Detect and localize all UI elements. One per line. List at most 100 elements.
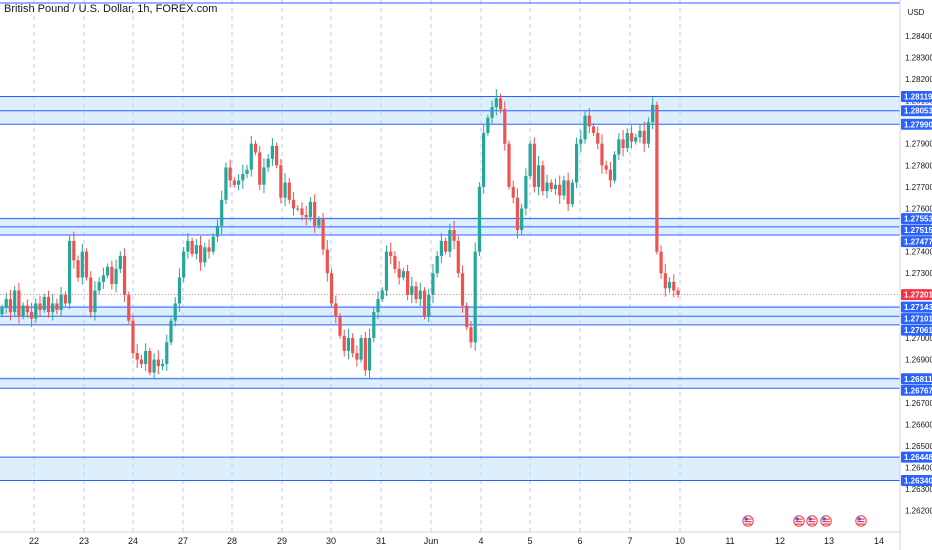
candle-body [600, 143, 604, 166]
candle-body [241, 173, 245, 181]
sr-zone [0, 456, 900, 481]
candle-body [604, 165, 608, 170]
us-flag-icon[interactable] [820, 515, 832, 527]
level-label-bg [901, 301, 932, 313]
level-label: 1.26811 [904, 375, 932, 384]
candle-body [422, 290, 427, 317]
candle-body [380, 290, 384, 300]
candle-body [300, 208, 304, 215]
level-label-bg [901, 90, 932, 102]
level-label: 1.26340 [904, 476, 932, 485]
level-label: 1.27143 [904, 303, 932, 312]
candle-body [139, 359, 144, 364]
candle-body [532, 143, 536, 187]
price-tick-label: 1.27400 [905, 248, 932, 257]
candle-body [334, 303, 338, 317]
candle-body [549, 182, 553, 190]
level-label-bg [901, 313, 932, 325]
candle-body [182, 251, 186, 278]
time-axis[interactable]: 22 23 24 27 28 29 30 31 Jun 4 5 6 7 10 11 12 13 14 [29, 536, 884, 546]
candle-body [173, 303, 177, 321]
sr-zone [0, 376, 900, 388]
candle-body [410, 286, 414, 295]
candle-body [228, 167, 232, 181]
us-flag-icon[interactable] [855, 515, 867, 527]
candle-body [25, 305, 29, 313]
candle-body [473, 251, 477, 343]
candle-body [207, 247, 211, 252]
level-label: 1.27553 [904, 215, 932, 224]
candle-body [553, 184, 558, 190]
candle-body [579, 139, 583, 144]
level-label-bg [901, 118, 932, 130]
candle-body [659, 251, 663, 274]
level-label-bg [901, 373, 932, 385]
level-label-bg [901, 213, 932, 225]
current-price-label: 1.27201 [904, 291, 932, 300]
candle-body [583, 115, 587, 140]
candle-body [42, 296, 46, 310]
candle-body [308, 202, 313, 218]
candle-body [106, 266, 110, 276]
price-tick-label: 1.26500 [905, 442, 932, 451]
level-label: 1.27477 [904, 238, 932, 247]
price-tick-label: 1.26300 [905, 485, 932, 494]
candle-body [393, 255, 397, 269]
candle-body [528, 143, 532, 177]
candle-body [587, 115, 591, 127]
us-flag-icon[interactable] [793, 515, 805, 527]
us-flag-icon[interactable] [806, 515, 818, 527]
candle-body [152, 359, 156, 373]
candle-body [503, 109, 507, 144]
candle-body [439, 240, 443, 256]
candle-body [515, 197, 520, 231]
level-label: 1.28053 [904, 107, 932, 116]
price-tick-label: 1.27300 [905, 269, 932, 278]
candle-body [566, 180, 570, 205]
candle-body [482, 132, 486, 187]
price-tick-label: 1.27800 [905, 161, 932, 170]
candle-body [435, 255, 439, 274]
time-tick-label: 29 [277, 536, 287, 546]
candle-body [270, 145, 274, 159]
candle-body [490, 107, 494, 118]
price-tick-label: 1.26600 [905, 420, 932, 429]
candle-body [97, 281, 101, 291]
level-labels: 1.28119 1.28053 1.27990 1.27553 1.27515 1.274… [901, 90, 932, 486]
candle-body [486, 117, 490, 133]
candle-body [651, 104, 655, 123]
time-tick-label: 5 [527, 536, 532, 546]
candle-body [190, 240, 194, 254]
candle-body [397, 268, 401, 278]
candle-body [359, 337, 363, 360]
candle-body [477, 186, 482, 252]
level-label-bg [901, 474, 932, 486]
candle-body [84, 251, 89, 278]
candle-body [29, 312, 34, 319]
candle-body [452, 230, 456, 241]
candle-body [629, 132, 634, 142]
time-tick-label: 6 [577, 536, 582, 546]
candle-body [414, 286, 418, 300]
candle-body [558, 184, 562, 196]
candle-body [498, 98, 503, 110]
candle-body [101, 275, 105, 282]
candle-body [621, 139, 625, 149]
price-tick-label: 1.27600 [905, 204, 932, 213]
candle-body [21, 305, 25, 317]
candle-body [266, 158, 270, 168]
us-flag-icon[interactable] [742, 515, 754, 527]
candle-body [541, 165, 545, 192]
candle-body [591, 126, 596, 133]
candle-body [646, 122, 651, 144]
candle-body [401, 271, 405, 278]
candle-body [448, 230, 452, 252]
economic-events[interactable] [742, 515, 867, 527]
price-tick-label: 1.27700 [905, 183, 932, 192]
candle-body [59, 294, 63, 310]
candle-body [34, 303, 38, 319]
currency-label[interactable]: USD [908, 8, 925, 17]
level-label: 1.27061 [904, 326, 932, 335]
candle-body [296, 208, 300, 210]
